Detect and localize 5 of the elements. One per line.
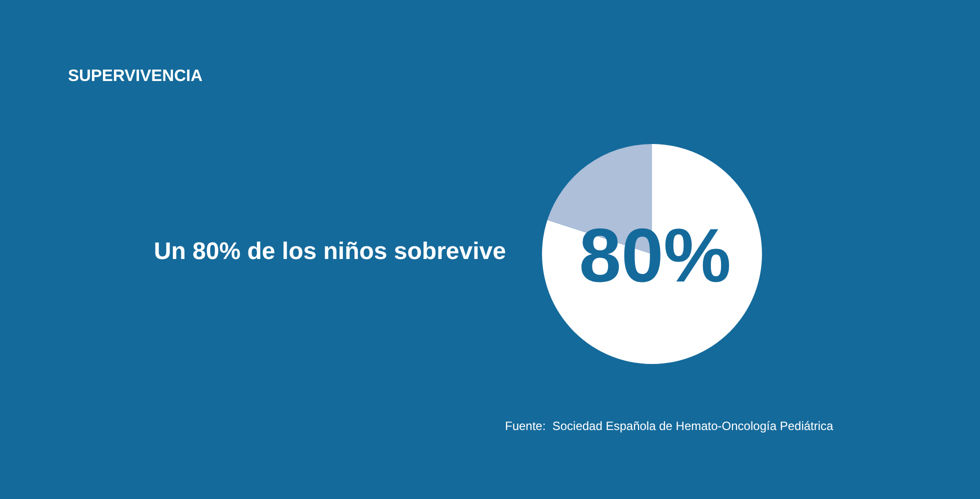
pie-slice: [542, 144, 762, 364]
source-note: Fuente: Sociedad Española de Hemato-Oncología Pediátrica: [505, 419, 834, 433]
text: Un 80% de los niños sobrevive: [154, 238, 506, 266]
data-label: 80%: [578, 214, 732, 298]
text: SUPERVIVENCIA: [68, 67, 202, 86]
